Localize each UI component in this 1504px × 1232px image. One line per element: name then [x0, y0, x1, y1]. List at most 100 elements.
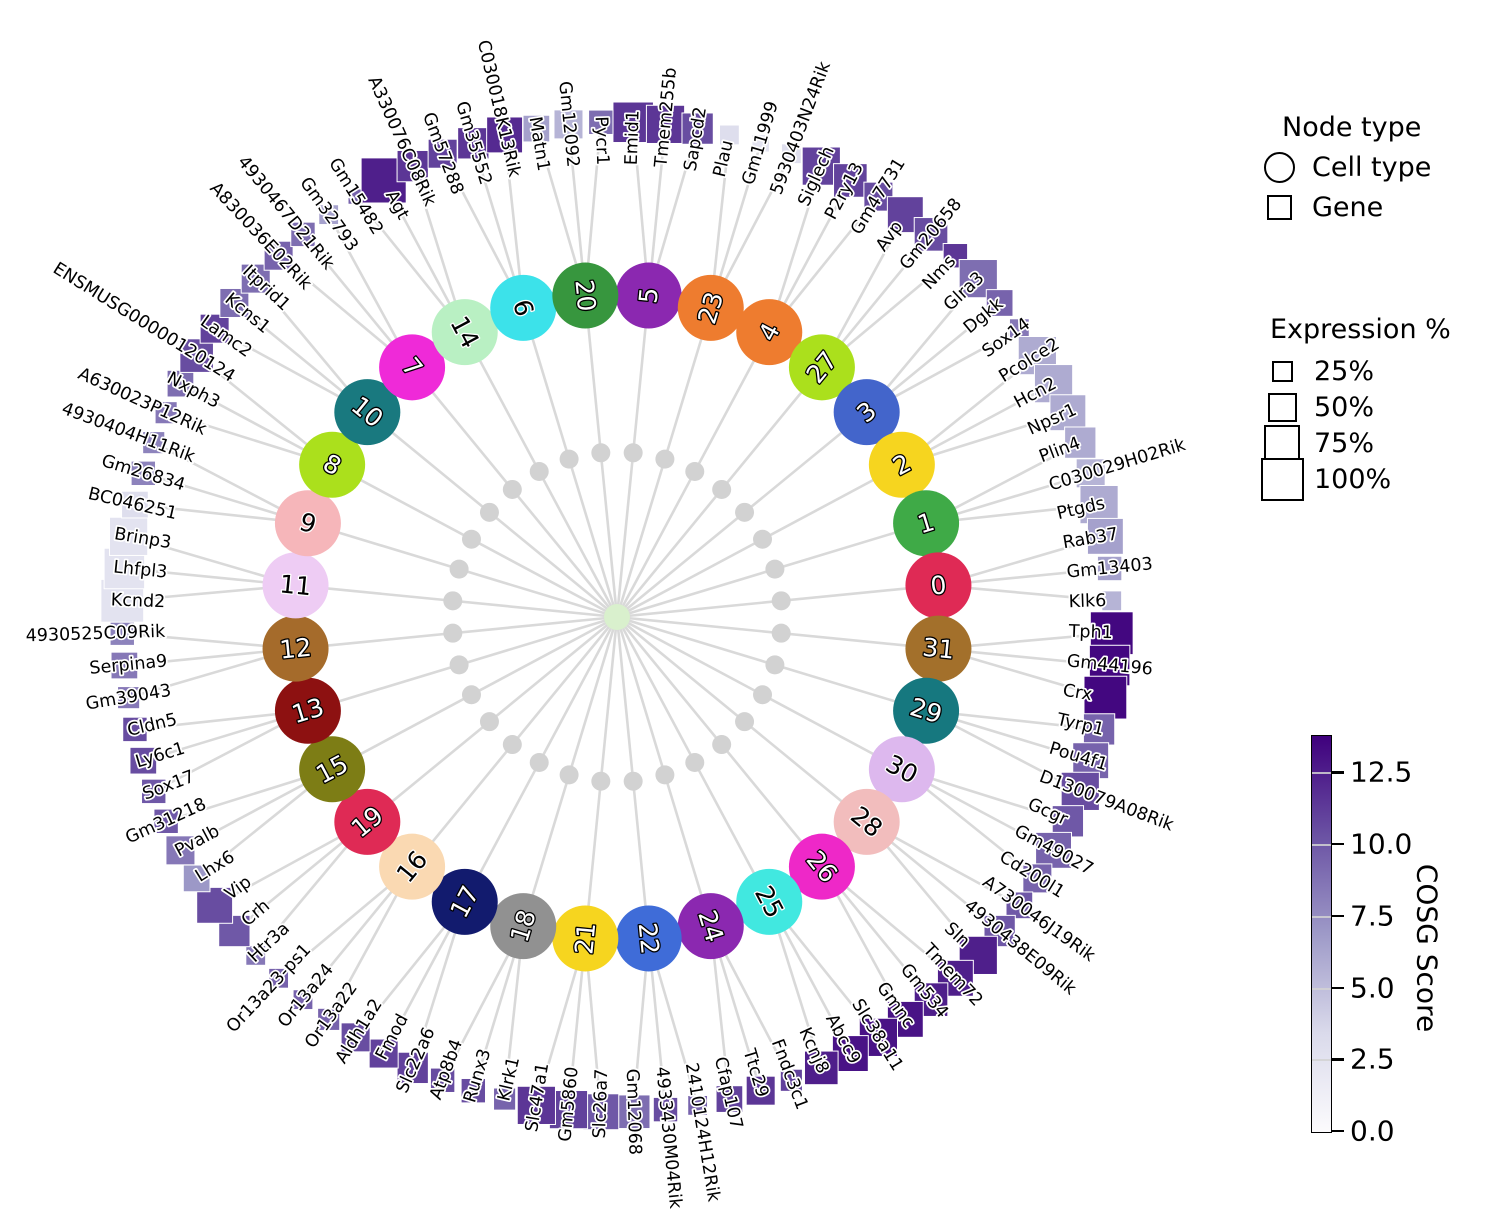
- dendrogram-dot: [765, 655, 785, 675]
- gene-square-Slc22a6: [396, 1051, 429, 1085]
- legend-node-type-title: Node type: [1282, 112, 1422, 143]
- cluster-node-27: [788, 334, 855, 401]
- cluster-node-2: [868, 431, 935, 498]
- cluster-node-17: [431, 868, 498, 935]
- gene-square-Rab37: [1086, 517, 1124, 555]
- gene-square-Slc47a1: [516, 1085, 556, 1125]
- gene-square-Dgkk: [985, 289, 1014, 317]
- colorbar-tick-mark: [1332, 986, 1344, 989]
- gene-square-Or13a24: [292, 989, 314, 1011]
- cluster-node-5: [615, 262, 682, 329]
- gene-square-Cd200l1: [1022, 863, 1053, 894]
- legend-item-expression-25%: 25%: [1256, 353, 1451, 389]
- dendrogram-dot: [735, 502, 755, 522]
- cluster-node-21: [552, 905, 619, 972]
- colorbar-title: COSG Score: [1410, 863, 1444, 1033]
- gene-square-Fmod: [368, 1038, 399, 1069]
- dendrogram-dot: [623, 443, 643, 463]
- gene-square-Sapcd2: [681, 112, 714, 145]
- colorbar-gridline: [1312, 772, 1331, 775]
- cluster-number-0: 0: [929, 570, 948, 600]
- dendrogram-dot: [529, 461, 549, 481]
- gene-square-Gm57288: [427, 138, 458, 169]
- cluster-node-1: [893, 490, 960, 557]
- cluster-number-22: 22: [633, 921, 665, 956]
- dendrogram-dot: [591, 771, 611, 791]
- gene-square-Plau: [719, 124, 740, 146]
- cluster-node-18: [490, 893, 557, 960]
- gene-label-Pycr1: Pycr1: [591, 116, 613, 166]
- cluster-node-9: [274, 490, 341, 557]
- gene-square-Klk6: [1101, 590, 1123, 612]
- dendrogram-dot: [655, 765, 675, 785]
- gene-square-Matn1: [522, 114, 551, 143]
- gene-square-Lhx6: [182, 864, 211, 893]
- dendrogram-dot: [712, 735, 732, 755]
- expression-label: 100%: [1314, 463, 1392, 495]
- gene-square-Tmem255b: [645, 104, 686, 144]
- gene-square-A630023P12Rik: [154, 401, 178, 425]
- gene-square-Nxph3: [166, 369, 195, 398]
- cluster-node-15: [299, 736, 366, 803]
- dendrogram-dot: [461, 685, 481, 705]
- gene-square-Crx: [1083, 675, 1128, 720]
- cluster-node-20: [552, 262, 619, 329]
- gene-square-4930467D21Rik: [290, 221, 316, 248]
- gene-square-Gm20658: [913, 217, 949, 252]
- cluster-nodes: 5 234273210312930282625242221181716191513…: [262, 262, 972, 972]
- colorbar-tick-label: 0.0: [1350, 1114, 1395, 1148]
- gene-square-Gm11999: [751, 134, 770, 153]
- expression-square-icon-25%: [1271, 360, 1293, 382]
- gene-square-Ttc29: [745, 1075, 776, 1106]
- cluster-node-7: [379, 334, 446, 401]
- dendrogram-dot: [771, 623, 791, 643]
- cluster-node-13: [274, 677, 341, 744]
- gene-label-Slc26a7: Slc26a7: [590, 1068, 612, 1138]
- gene-square-Serpina9: [110, 651, 139, 680]
- legend-label-gene: Gene: [1312, 192, 1384, 223]
- gene-square-Gm32793: [318, 204, 340, 226]
- cluster-node-19: [334, 788, 401, 855]
- gene-square-Gm12068: [615, 1094, 651, 1130]
- gene-square-Htr3a: [245, 944, 267, 966]
- cluster-number-11: 11: [278, 569, 313, 601]
- gene-square-Cfap107: [715, 1085, 744, 1113]
- dendrogram-dot: [559, 449, 579, 469]
- gene-square-Gm49027: [1035, 831, 1073, 869]
- dendrogram-dot: [735, 712, 755, 732]
- colorbar-tick-mark: [1332, 843, 1344, 846]
- cluster-node-26: [788, 833, 855, 900]
- expression-label: 75%: [1314, 427, 1375, 459]
- expression-square-icon-100%: [1260, 457, 1304, 501]
- legend-item-expression-50%: 50%: [1256, 389, 1451, 425]
- gene-square-4930525C09Rik: [109, 620, 135, 646]
- colorbar-gradient: [1311, 735, 1332, 1133]
- gene-square-Sox17: [141, 778, 167, 805]
- root-node: [604, 604, 630, 630]
- gene-square-Klrk1: [493, 1087, 517, 1111]
- gene-square-Ptgds: [1079, 484, 1119, 525]
- gene-label-Crx: Crx: [1061, 681, 1093, 706]
- gene-label-Gm13403: Gm13403: [1066, 554, 1154, 582]
- cluster-number-31: 31: [921, 633, 956, 665]
- gene-square-C030029H02Rik: [1075, 458, 1106, 489]
- dendrogram-dot: [753, 529, 773, 549]
- colorbar-gridline: [1312, 915, 1331, 918]
- dendrogram-dot: [529, 753, 549, 773]
- dendrogram-dot: [685, 461, 705, 481]
- cluster-node-11: [262, 552, 329, 619]
- gene-label-Serpina9: Serpina9: [89, 651, 169, 679]
- gene-square-Vip: [196, 886, 234, 924]
- gene-square-ENSMUSG00000120124: [179, 338, 214, 373]
- gene-square-icon: [1266, 195, 1292, 220]
- cluster-node-10: [334, 379, 401, 446]
- dendrogram-dot: [712, 479, 732, 499]
- gene-square-Plin4: [1064, 426, 1097, 459]
- colorbar-tick-mark: [1332, 1130, 1344, 1133]
- gene-square-Gm31218: [153, 808, 179, 834]
- gene-square-Ly6c1: [129, 746, 158, 775]
- gene-square-Gcgr: [1051, 805, 1085, 838]
- expression-label: 25%: [1314, 355, 1375, 387]
- cluster-node-16: [379, 833, 446, 900]
